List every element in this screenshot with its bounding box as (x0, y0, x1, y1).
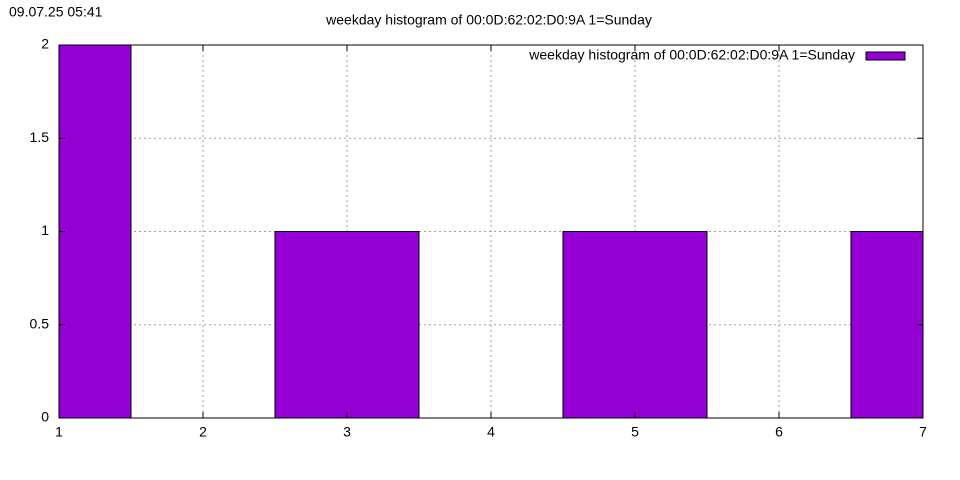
y-tick-label: 1 (41, 222, 49, 238)
x-tick-label: 5 (631, 424, 639, 440)
x-tick-label: 2 (199, 424, 207, 440)
y-tick-label: 0.5 (30, 315, 50, 331)
x-tick-label: 3 (343, 424, 351, 440)
x-tick-label: 4 (487, 424, 495, 440)
legend-swatch (865, 51, 906, 61)
chart-title: weekday histogram of 00:0D:62:02:D0:9A 1… (325, 12, 652, 28)
grid (58, 44, 924, 419)
x-tick-label: 1 (55, 424, 63, 440)
bar (562, 231, 708, 418)
y-tick-label: 1.5 (30, 129, 50, 145)
legend-label: weekday histogram of 00:0D:62:02:D0:9A 1… (528, 47, 855, 63)
bars (59, 45, 923, 418)
bar (59, 45, 132, 418)
bar (274, 231, 420, 418)
y-tick-label: 2 (41, 36, 49, 52)
timestamp: 09.07.25 05:41 (9, 4, 103, 20)
y-tick-label: 0 (41, 409, 49, 425)
x-tick-label: 7 (919, 424, 927, 440)
ticks: 0 0.5 1 1.5 2 1 2 3 4 5 6 7 (30, 36, 928, 440)
bar (850, 231, 923, 418)
x-tick-label: 6 (775, 424, 783, 440)
